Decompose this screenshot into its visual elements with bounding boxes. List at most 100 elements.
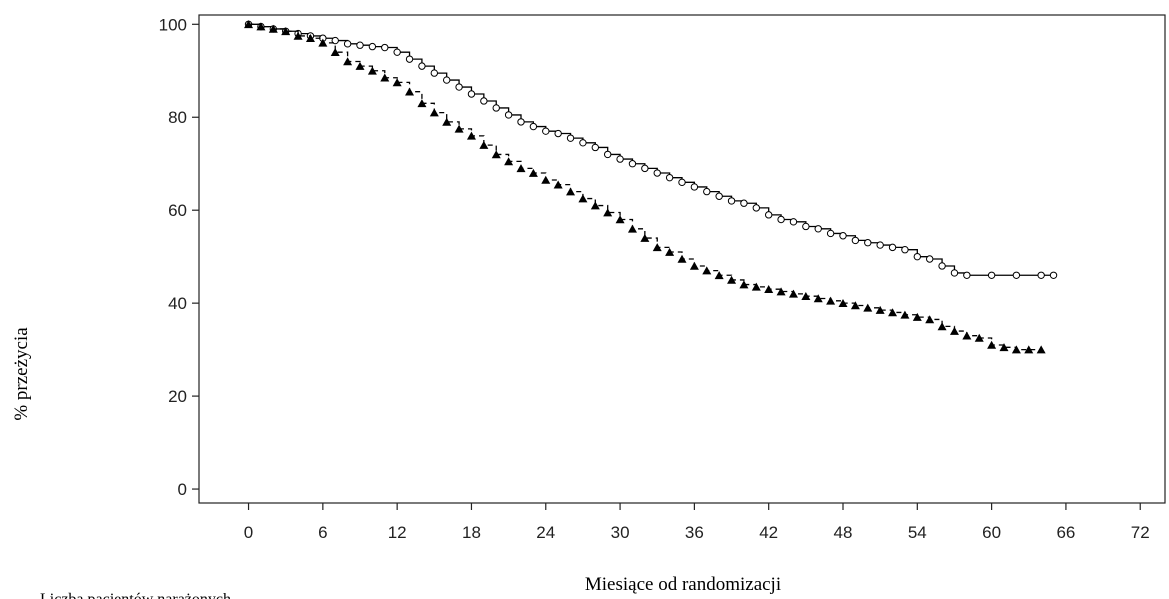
y-axis: 0 20 40 60 80 100 (159, 15, 199, 499)
censor-marker-triangle (318, 38, 328, 47)
x-tick-label: 60 (982, 523, 1001, 542)
censor-marker-circle (1012, 271, 1021, 279)
censor-marker-triangle (417, 99, 427, 108)
censor-marker-triangle (739, 280, 749, 289)
censor-marker-triangle (603, 208, 613, 217)
censor-marker-triangle (665, 247, 675, 256)
censor-marker-circle (851, 236, 860, 245)
censor-marker-triangle (974, 333, 984, 342)
x-axis: 0 6 12 18 24 30 36 42 48 54 60 66 72 (244, 503, 1150, 542)
censor-marker-triangle (566, 187, 576, 196)
y-tick-label: 40 (168, 294, 187, 313)
censor-marker-circle (876, 241, 884, 249)
censor-marker-circle (418, 62, 426, 70)
censor-marker-circle (839, 232, 847, 240)
censor-marker-circle (554, 129, 562, 138)
censor-marker-circle (987, 271, 996, 279)
censor-marker-triangle (590, 201, 600, 210)
censor-marker-circle (950, 269, 959, 277)
censor-marker-circle (789, 218, 798, 226)
censor-marker-triangle (838, 298, 848, 307)
y-tick-label: 60 (168, 201, 187, 220)
censor-marker-circle (405, 55, 414, 63)
censor-marker-triangle (528, 168, 538, 177)
censor-marker-triangle (652, 243, 662, 252)
x-tick-label: 24 (536, 523, 555, 542)
censor-marker-triangle (863, 303, 873, 312)
censor-marker-triangle (776, 287, 786, 296)
censor-marker-circle (566, 134, 575, 142)
censor-marker-circle (579, 139, 587, 147)
censor-marker-triangle (244, 20, 254, 29)
censor-marker-triangle (405, 87, 415, 96)
censor-marker-circle (356, 41, 364, 49)
censor-marker-triangle (454, 124, 464, 133)
censor-marker-circle (764, 211, 773, 219)
censor-marker-circle (455, 83, 463, 91)
censor-marker-triangle (553, 180, 563, 189)
censor-marker-triangle (764, 285, 774, 294)
x-tick-label: 42 (759, 523, 778, 542)
censor-marker-circle (888, 243, 897, 252)
x-tick-label: 0 (244, 523, 253, 542)
x-tick-label: 18 (462, 523, 481, 542)
y-axis-title: % przeżycia (11, 327, 32, 421)
x-tick-label: 54 (908, 523, 927, 542)
series-1 (244, 20, 1058, 279)
censor-marker-circle (752, 204, 761, 212)
y-tick-label: 20 (168, 387, 187, 406)
censor-marker-triangle (343, 57, 353, 66)
censor-marker-circle (542, 127, 550, 135)
censor-marker-triangle (541, 175, 551, 184)
censor-marker-circle (641, 164, 649, 173)
censor-marker-circle (393, 48, 401, 56)
censor-marker-triangle (888, 308, 898, 317)
censor-marker-circle (826, 229, 835, 238)
censor-marker-circle (430, 69, 439, 77)
censor-marker-circle (740, 199, 748, 207)
censor-marker-circle (381, 43, 389, 52)
censor-marker-circle (467, 90, 476, 98)
censor-marker-circle (913, 252, 922, 261)
series-layer (244, 20, 1058, 354)
y-tick-label: 80 (168, 108, 187, 127)
censor-marker-circle (343, 40, 352, 48)
censor-marker-triangle (268, 24, 278, 33)
censor-marker-circle (653, 169, 661, 177)
censor-marker-triangle (1011, 345, 1021, 354)
censor-marker-circle (517, 118, 525, 126)
censor-marker-circle (938, 262, 946, 270)
censor-marker-circle (331, 36, 339, 45)
censor-marker-triangle (429, 108, 439, 117)
censor-marker-triangle (256, 22, 266, 31)
censor-marker-circle (925, 255, 934, 263)
censor-marker-circle (703, 187, 711, 196)
censor-marker-circle (442, 76, 451, 84)
censor-marker-triangle (900, 310, 910, 319)
censor-marker-circle (603, 150, 612, 159)
censor-marker-triangle (330, 47, 340, 56)
x-tick-label: 30 (611, 523, 630, 542)
censor-marker-triangle (689, 261, 699, 270)
censor-marker-circle (529, 122, 538, 131)
censor-marker-circle (715, 192, 723, 200)
censor-marker-circle (504, 111, 513, 119)
censor-marker-triangle (442, 117, 452, 126)
censor-marker-triangle (826, 296, 836, 305)
plot-area-frame (198, 14, 1166, 504)
censor-marker-circle (678, 178, 686, 187)
censor-marker-triangle (949, 326, 959, 335)
censor-marker-triangle (491, 150, 501, 159)
censor-marker-triangle (751, 282, 761, 291)
censor-marker-triangle (392, 78, 402, 87)
censor-marker-triangle (516, 164, 526, 173)
censor-marker-circle (901, 246, 909, 254)
censor-marker-circle (616, 155, 624, 163)
censor-marker-circle (727, 197, 736, 205)
censor-marker-triangle (479, 140, 489, 149)
censor-marker-triangle (788, 289, 798, 298)
x-axis-title: Miesiące od randomizacji (585, 574, 781, 595)
series-2 (244, 20, 1046, 354)
censor-marker-triangle (355, 61, 365, 70)
